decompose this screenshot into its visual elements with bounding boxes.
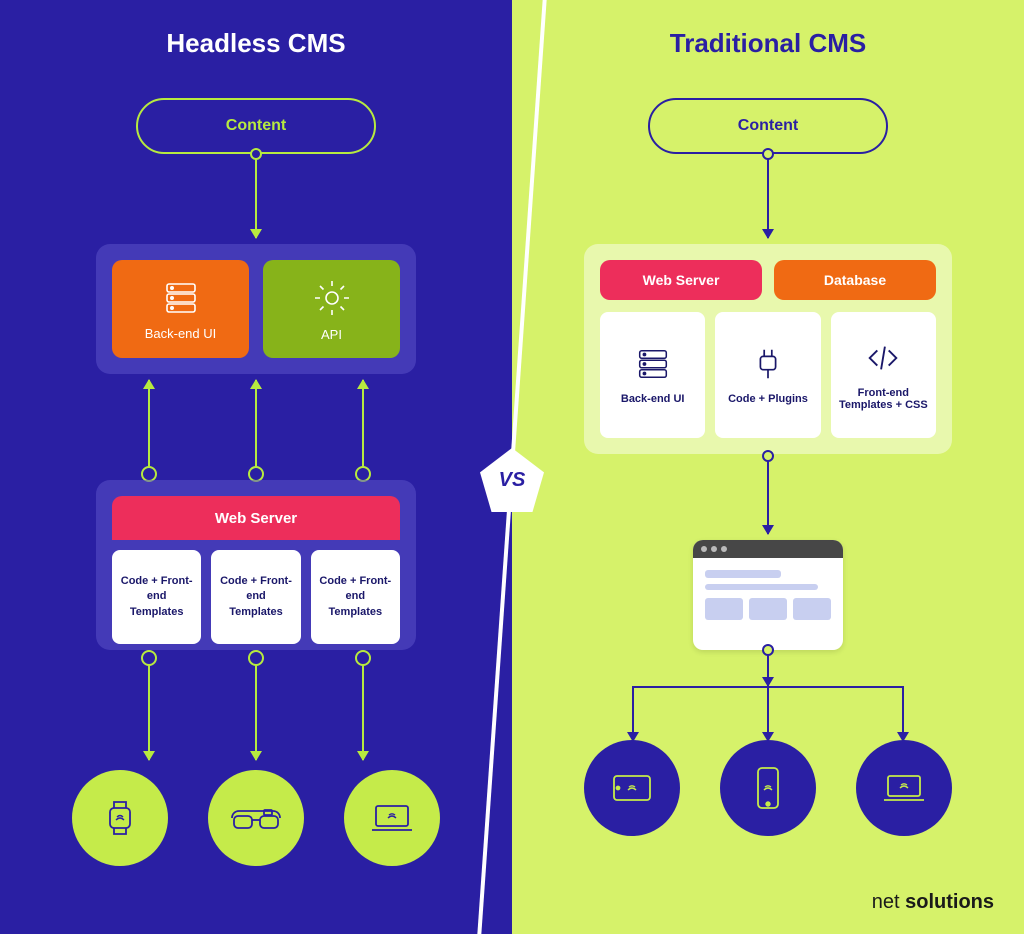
device-smartwatch: [72, 770, 168, 866]
traditional-title: Traditional CMS: [512, 28, 1024, 59]
backend-container-left: Back-end UI API: [96, 244, 416, 374]
device-laptop-right: [856, 740, 952, 836]
server-icon: [161, 278, 201, 318]
gear-icon: [311, 277, 353, 319]
template-card: Code + Front-end Templates: [112, 550, 201, 644]
device-phone: [720, 740, 816, 836]
laptop-icon: [366, 796, 418, 840]
diagram-canvas: Headless CMS Content Back-end UI API: [0, 0, 1024, 934]
device-laptop-left: [344, 770, 440, 866]
headless-title: Headless CMS: [0, 28, 512, 59]
vs-label: VS: [499, 469, 526, 492]
web-server-tile-right: Web Server: [600, 260, 762, 300]
backend-ui-card-right: Back-end UI: [600, 312, 705, 438]
smartwatch-icon: [98, 796, 142, 840]
webserver-container-left: Web Server Code + Front-end Templates Co…: [96, 480, 416, 650]
plug-icon: [749, 345, 787, 383]
backend-ui-label-right: Back-end UI: [621, 393, 685, 405]
api-label: API: [321, 327, 342, 342]
browser-mockup: [693, 540, 843, 650]
device-glasses: [208, 770, 304, 866]
backend-ui-tile: Back-end UI: [112, 260, 249, 358]
code-plugins-card: Code + Plugins: [715, 312, 820, 438]
arrows-webserver-to-backend: [96, 380, 416, 476]
content-label-left: Content: [226, 117, 286, 135]
glasses-icon: [228, 796, 284, 840]
template-card: Code + Front-end Templates: [211, 550, 300, 644]
content-pill-left: Content: [136, 98, 376, 154]
arrows-webserver-to-devices: [96, 656, 416, 760]
server-icon: [634, 345, 672, 383]
code-icon: [864, 339, 902, 377]
device-tablet: [584, 740, 680, 836]
logo-bold: solutions: [905, 891, 994, 913]
brand-logo: net solutions: [872, 891, 994, 914]
traditional-cms-panel: Traditional CMS Content Web Server Datab…: [512, 0, 1024, 934]
device-row-left: [72, 770, 440, 866]
web-server-label-left: Web Server: [215, 510, 297, 527]
top-tiles-row: Web Server Database: [600, 260, 936, 300]
arrow-box-to-browser: [767, 456, 769, 534]
code-plugins-label: Code + Plugins: [728, 393, 808, 405]
web-server-label-right: Web Server: [643, 272, 720, 288]
content-label-right: Content: [738, 117, 798, 135]
arrow-content-to-backend: [255, 154, 257, 238]
branch-right: [632, 686, 904, 688]
frontend-templates-label: Front-end Templates + CSS: [837, 387, 930, 411]
white-cards-row: Back-end UI Code + Plugins Front-end Tem…: [600, 312, 936, 438]
browser-titlebar: [693, 540, 843, 558]
phone-icon: [750, 764, 786, 812]
device-row-right: [584, 740, 952, 836]
arrow-content-to-box-right: [767, 154, 769, 238]
template-row: Code + Front-end Templates Code + Front-…: [112, 550, 400, 644]
arrow-browser-to-branch: [767, 650, 769, 686]
database-label: Database: [824, 272, 886, 288]
frontend-templates-card: Front-end Templates + CSS: [831, 312, 936, 438]
content-pill-right: Content: [648, 98, 888, 154]
logo-light: net: [872, 891, 900, 913]
tablet-icon: [608, 766, 656, 810]
web-server-bar-left: Web Server: [112, 496, 400, 540]
api-tile: API: [263, 260, 400, 358]
monolith-container-right: Web Server Database Back-end UI: [584, 244, 952, 454]
backend-ui-label: Back-end UI: [145, 326, 217, 341]
database-tile: Database: [774, 260, 936, 300]
laptop-icon: [878, 766, 930, 810]
headless-cms-panel: Headless CMS Content Back-end UI API: [0, 0, 512, 934]
template-card: Code + Front-end Templates: [311, 550, 400, 644]
